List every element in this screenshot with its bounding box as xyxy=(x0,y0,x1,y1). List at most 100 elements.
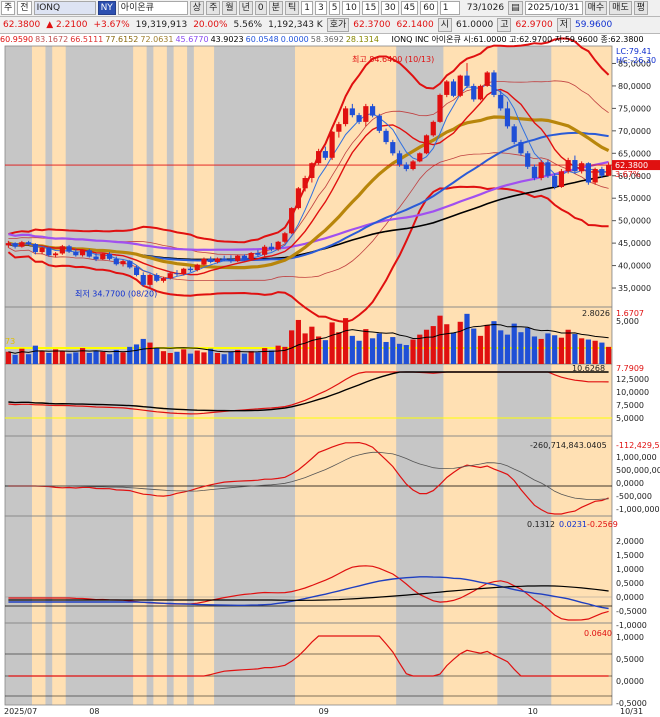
session-shading xyxy=(166,46,174,705)
price-axis-label: 40,0000 xyxy=(618,262,651,271)
period-minute-button[interactable]: 분 xyxy=(268,1,283,15)
ask-value: 62.1400 xyxy=(396,20,434,30)
panel3-axis-label: 500,000,000 xyxy=(616,466,660,475)
candle-body xyxy=(464,75,470,86)
panel3-value-2: -112,429,574.2860 xyxy=(616,441,660,450)
volume-bar xyxy=(450,332,457,364)
high-annotation: 최고 84.6400 (10/13) xyxy=(352,54,434,64)
ma-value: 83.1672 xyxy=(35,35,69,44)
candle-body xyxy=(430,121,436,136)
volume-bar xyxy=(228,351,234,364)
candle-body xyxy=(396,153,403,165)
volume-bar xyxy=(437,315,443,364)
session-shading xyxy=(146,46,154,705)
period-day-button[interactable]: 주 xyxy=(206,1,221,15)
volume-bar xyxy=(174,351,180,364)
candle-body xyxy=(187,268,194,271)
candle-body xyxy=(140,275,146,285)
interval-5-button[interactable]: 5 xyxy=(328,1,341,15)
volume-bar xyxy=(558,337,565,364)
volume-bar xyxy=(518,332,524,364)
lower-band-line xyxy=(7,185,609,324)
volume-bar xyxy=(66,353,72,364)
volume-bar xyxy=(32,345,38,364)
ratio-value: 5.56% xyxy=(233,20,263,30)
amount-value: 1,192,343 K xyxy=(268,20,323,30)
high-value: 62.9700 xyxy=(515,20,553,30)
lookup-button[interactable]: 상 xyxy=(189,1,205,15)
current-price-box xyxy=(612,160,660,171)
interval-30-button[interactable]: 30 xyxy=(381,1,399,15)
panel4-axis-label: 1,5000 xyxy=(616,551,644,560)
volume-bar xyxy=(309,326,315,364)
interval-1-button[interactable]: 1 xyxy=(301,1,313,15)
symbol-input[interactable]: IONQ xyxy=(33,1,96,15)
volume-bar xyxy=(19,348,25,364)
candle-body xyxy=(585,163,591,183)
volume-bar xyxy=(214,352,221,364)
candle-body xyxy=(255,253,261,255)
period-tick-button[interactable]: 틱 xyxy=(284,1,300,15)
eval-button[interactable]: 평 xyxy=(633,1,649,15)
volume-bar xyxy=(585,339,591,364)
candle-body xyxy=(268,246,275,250)
change-percent: +3.67% xyxy=(93,20,130,30)
interval-input[interactable]: 1 xyxy=(439,1,460,15)
ma-value: 77.6152 xyxy=(105,35,139,44)
interval-60-button[interactable]: 60 xyxy=(420,1,438,15)
buy-button[interactable]: 매수 xyxy=(584,1,608,15)
volume-bar xyxy=(538,338,544,364)
candle-body xyxy=(93,256,99,260)
interval-10-button[interactable]: 10 xyxy=(342,1,360,15)
panel5-axis-label: 0,0000 xyxy=(616,677,644,686)
volume-bar xyxy=(410,339,416,364)
candle-body xyxy=(194,264,200,271)
period-zero-button[interactable]: 0 xyxy=(254,1,267,15)
volume-bar xyxy=(572,334,578,364)
sell-button[interactable]: 매도 xyxy=(609,1,632,15)
candle-body xyxy=(39,247,45,253)
chart-info: IONQ INC 아이온큐 시:61.0000 고:62.9700 저:59.9… xyxy=(391,35,644,44)
panel5-axis-label: 0,5000 xyxy=(616,655,644,664)
volume-bar xyxy=(147,342,153,364)
volume-bar xyxy=(599,342,605,364)
volume-bar xyxy=(127,346,133,364)
ma-value: 0.0000 xyxy=(280,35,309,44)
high-label: 고 xyxy=(497,18,512,32)
volume-bar xyxy=(221,354,227,364)
volume-bar xyxy=(26,354,32,364)
candle-body xyxy=(174,273,180,275)
candle-body xyxy=(606,165,612,176)
volume-bar xyxy=(457,321,463,364)
interval-3-button[interactable]: 3 xyxy=(314,1,327,15)
volume-bar xyxy=(403,345,409,364)
candle-body xyxy=(477,85,484,100)
candle-body xyxy=(262,246,268,255)
period-week-button[interactable]: 월 xyxy=(222,1,237,15)
volume-bar xyxy=(565,329,571,364)
interval-45-button[interactable]: 45 xyxy=(400,1,419,15)
volume-bar xyxy=(390,337,396,364)
volume-bar xyxy=(383,341,389,364)
volume-bar xyxy=(133,344,140,364)
date-picker-icon[interactable]: ▤ xyxy=(508,1,523,15)
price-axis-label: 80,0000 xyxy=(618,82,651,91)
stock-chart[interactable]: 85,0000 80,0000 75,0000 70,0000 65,0000 60,00… xyxy=(0,34,660,717)
prev-button[interactable]: 전 xyxy=(17,1,32,15)
period-month-button[interactable]: 년 xyxy=(238,1,253,15)
hc-label: HC:-26.30 xyxy=(616,56,656,65)
volume-bar xyxy=(93,350,99,364)
date-input[interactable]: 2025/10/31 xyxy=(524,1,583,15)
menu-button[interactable]: 주 xyxy=(1,1,16,15)
ma-value: 43.9023 xyxy=(210,35,244,44)
panel2-axis-label: 10,0000 xyxy=(616,388,649,397)
candle-body xyxy=(302,178,308,189)
volume-bar xyxy=(120,352,126,364)
interval-15-button[interactable]: 15 xyxy=(361,1,380,15)
open-label: 시 xyxy=(437,18,452,32)
price-axis-label: 45,0000 xyxy=(618,239,651,248)
volume-bar xyxy=(349,335,355,364)
quote-label[interactable]: 호가 xyxy=(326,18,350,32)
volume-bar xyxy=(187,353,194,364)
date-label: 08 xyxy=(89,707,99,716)
